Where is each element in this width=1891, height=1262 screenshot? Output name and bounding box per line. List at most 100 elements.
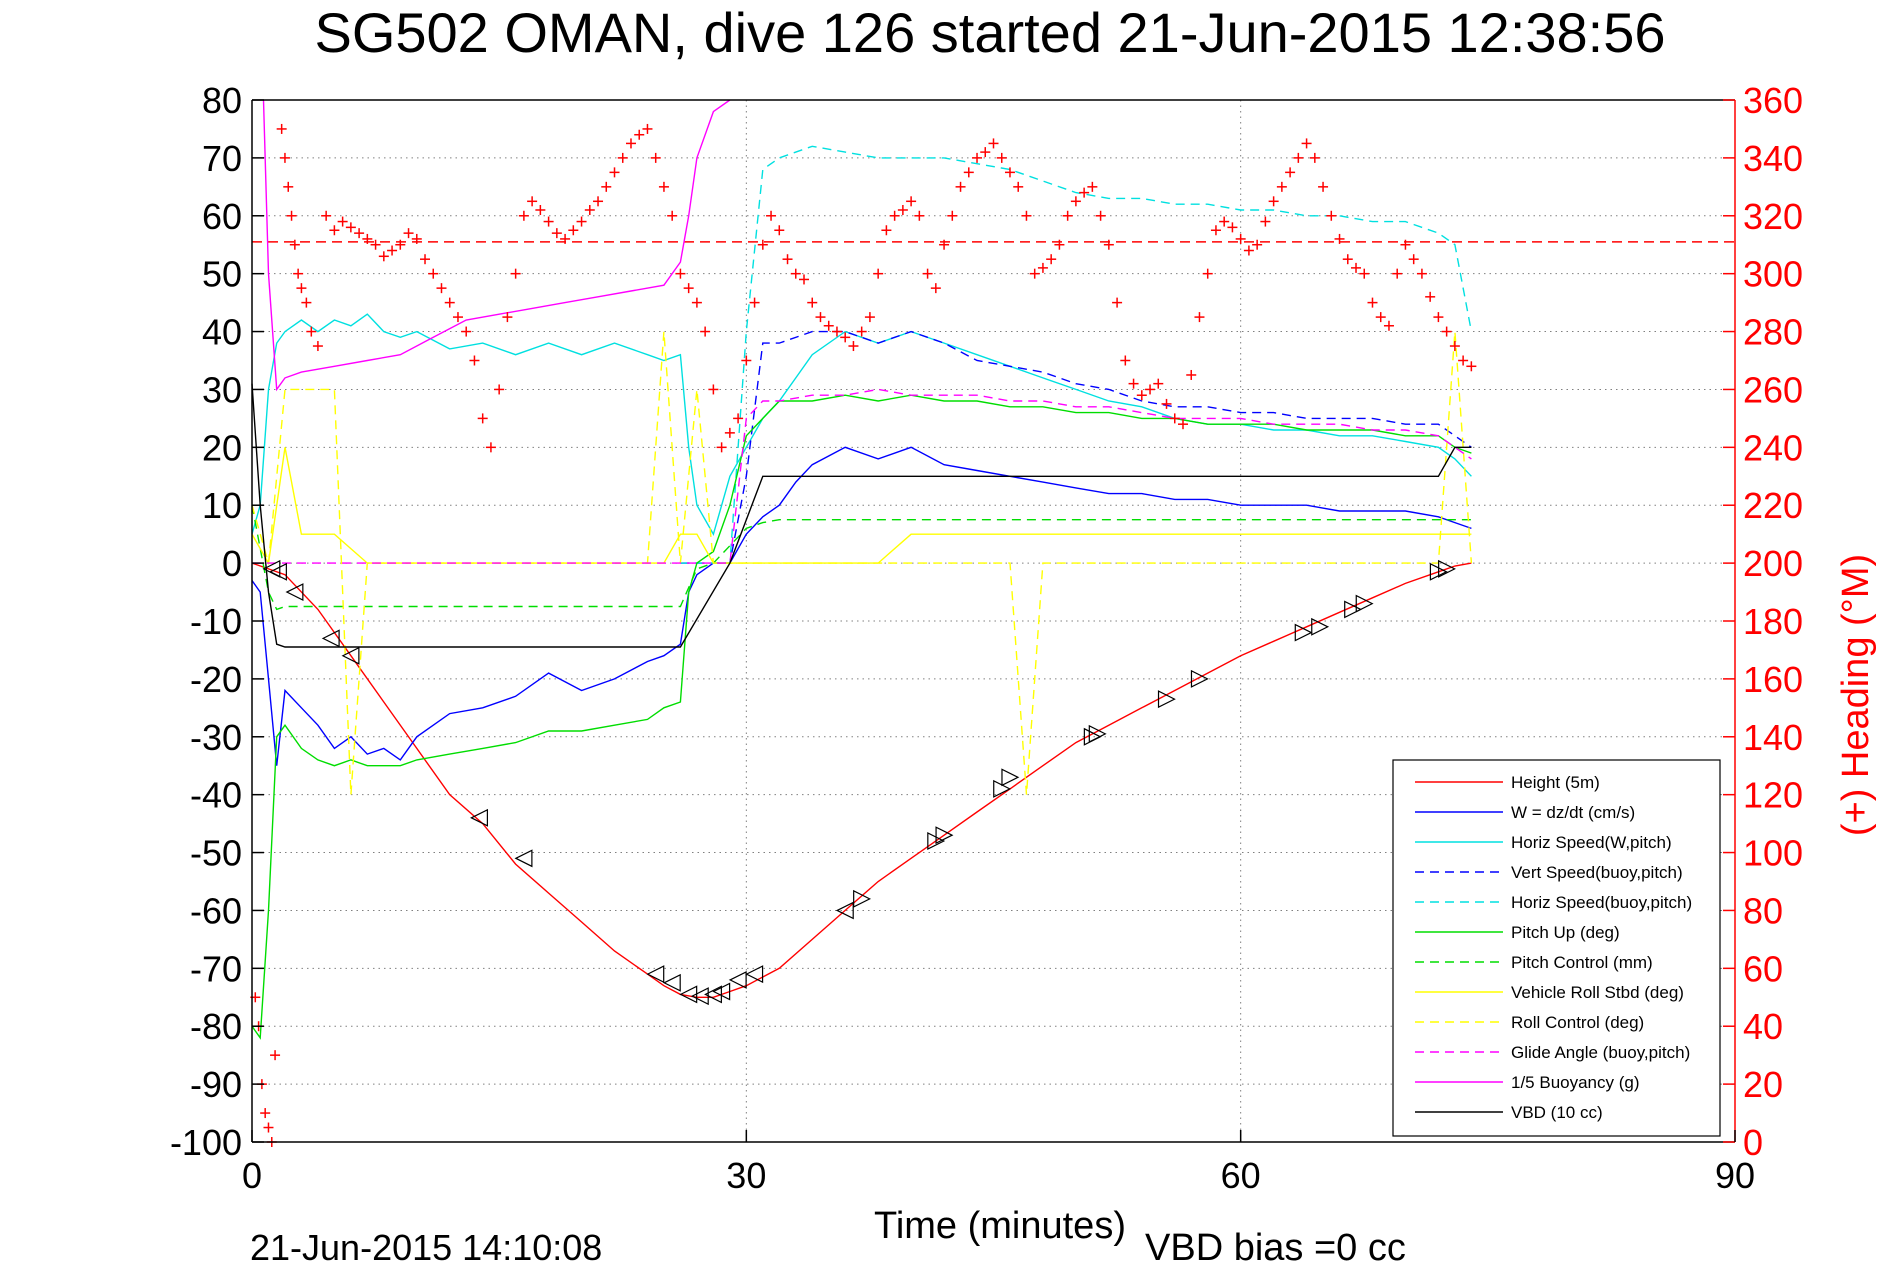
heading-point <box>1359 268 1370 279</box>
heading-point <box>1285 167 1296 178</box>
heading-point <box>757 239 768 250</box>
heading-point <box>634 129 645 140</box>
footer-date: 21-Jun-2015 14:10:08 <box>250 1227 602 1262</box>
legend: Height (5m) W = dz/dt (cm/s) Horiz Speed(W… <box>1392 759 1721 1137</box>
y2-tick-label: 240 <box>1743 427 1803 468</box>
heading-point <box>1120 355 1131 366</box>
heading-point <box>1145 384 1156 395</box>
heading-point <box>675 268 686 279</box>
heading-point <box>1375 312 1386 323</box>
heading-point <box>906 196 917 207</box>
depth-marker <box>341 646 360 665</box>
heading-point <box>1095 210 1106 221</box>
heading-point <box>963 167 974 178</box>
heading-point <box>436 283 447 294</box>
heading-point <box>329 225 340 236</box>
heading-point <box>293 268 304 279</box>
series-line-8 <box>251 331 1473 795</box>
series-line-3 <box>680 330 1472 564</box>
depth-marker <box>1001 768 1020 787</box>
heading-point <box>691 297 702 308</box>
heading-point <box>831 326 842 337</box>
heading-point <box>609 167 620 178</box>
heading-point <box>1408 254 1419 265</box>
heading-point <box>279 152 290 163</box>
heading-point <box>452 312 463 323</box>
heading-point <box>1004 167 1015 178</box>
heading-point <box>593 196 604 207</box>
heading-point <box>658 181 669 192</box>
heading-point <box>873 268 884 279</box>
depth-marker <box>935 826 954 845</box>
heading-point <box>774 225 785 236</box>
heading-point <box>716 442 727 453</box>
heading-point <box>1416 268 1427 279</box>
heading-point <box>708 384 719 395</box>
y-tick-label: 20 <box>202 427 242 468</box>
heading-point <box>362 233 373 244</box>
heading-point <box>510 268 521 279</box>
y-tick-label: 40 <box>202 312 242 353</box>
heading-point <box>527 196 538 207</box>
heading-point <box>461 326 472 337</box>
heading-point <box>988 138 999 149</box>
x-tick-label: 90 <box>1715 1155 1755 1196</box>
y-tick-label: -50 <box>190 833 242 874</box>
heading-point <box>782 254 793 265</box>
series-line-4 <box>680 145 1473 564</box>
heading-point <box>1351 262 1362 273</box>
heading-point <box>403 228 414 239</box>
depth-marker <box>1311 617 1330 636</box>
heading-point <box>260 1108 271 1119</box>
heading-point <box>790 268 801 279</box>
heading-point <box>296 283 307 294</box>
depth-marker <box>1438 559 1456 578</box>
heading-point <box>1252 239 1263 250</box>
heading-point <box>1441 326 1452 337</box>
depth-marker <box>662 973 681 992</box>
depth-marker <box>853 889 872 908</box>
depth-marker <box>285 583 304 602</box>
depth-marker <box>712 982 731 1001</box>
depth-marker <box>704 985 722 1004</box>
heading-point <box>1301 138 1312 149</box>
depth-marker <box>745 965 764 984</box>
heading-point <box>1202 268 1213 279</box>
heading-point <box>1433 312 1444 323</box>
depth-marker <box>1088 724 1107 743</box>
legend-label: Vert Speed(buoy,pitch) <box>1511 863 1683 882</box>
series-line-9 <box>252 388 1472 564</box>
heading-point <box>1342 254 1353 265</box>
heading-point <box>370 239 381 250</box>
x-tick-label: 30 <box>726 1155 766 1196</box>
heading-point <box>477 413 488 424</box>
legend-label: Pitch Control (mm) <box>1511 953 1653 972</box>
y-tick-label: -30 <box>190 717 242 758</box>
y-tick-label: -80 <box>190 1006 242 1047</box>
y2-tick-label: 180 <box>1743 601 1803 642</box>
depth-marker <box>1344 600 1363 619</box>
series-line-5 <box>251 394 1472 1040</box>
heading-point <box>1103 239 1114 250</box>
heading-point <box>667 210 678 221</box>
heading-point <box>395 239 406 250</box>
series-line-11 <box>251 383 1472 648</box>
heading-point <box>1293 152 1304 163</box>
heading-point <box>1029 268 1040 279</box>
depth-marker <box>1355 594 1374 613</box>
depth-marker <box>321 629 340 648</box>
heading-point <box>980 147 991 158</box>
legend-label: VBD (10 cc) <box>1511 1103 1603 1122</box>
heading-point <box>1037 262 1048 273</box>
heading-point <box>1392 268 1403 279</box>
x-tick-label: 60 <box>1221 1155 1261 1196</box>
legend-box <box>1392 759 1721 1137</box>
heading-point <box>897 204 908 215</box>
heading-point <box>1400 239 1411 250</box>
y-tick-label: -20 <box>190 659 242 700</box>
y-tick-label: 60 <box>202 196 242 237</box>
depth-marker <box>646 965 665 984</box>
heading-point <box>683 283 694 294</box>
heading-point <box>469 355 480 366</box>
